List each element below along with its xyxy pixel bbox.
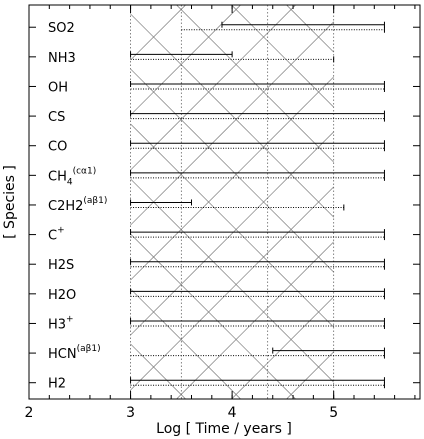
species-label: SO2 [48,21,75,36]
x-tick-label: 2 [25,405,34,421]
species-label: CO [48,140,67,155]
x-tick-label: 3 [126,405,135,421]
species-label: HCN(aβ1) [48,344,101,362]
hatch-mask-left [29,5,131,399]
species-label: C2H2(aβ1) [48,196,107,214]
hatch-line [231,5,420,194]
species-label: H2S [48,258,74,273]
x-tick-label: 5 [329,405,338,421]
species-label: CH4(cα1) [48,166,96,187]
species-label: OH [48,80,68,95]
x-axis-label: Log [ Time / years ] [156,421,292,437]
y-axis-label: [ Species ] [2,165,18,239]
hatch-region [29,5,420,399]
plot-frame [28,4,421,400]
hatch-mask-right [333,5,420,399]
hatch-line [121,100,420,399]
species-labels: SO2 NH3 OH CS CO CH4(cα1) C2H2(aβ1) C+ H2S H2O H3+… [48,21,107,391]
species-label: H2 [48,377,66,392]
species-label: CS [48,110,65,125]
hatch-line [231,210,420,399]
species-lines [130,21,385,389]
species-label: NH3 [48,51,76,66]
species-label: C+ [48,226,65,244]
species-label: H3+ [48,314,74,332]
x-tick-label: 4 [228,405,237,421]
axis-ticks: 2 3 4 5 [25,5,420,421]
species-label: H2O [48,288,76,303]
